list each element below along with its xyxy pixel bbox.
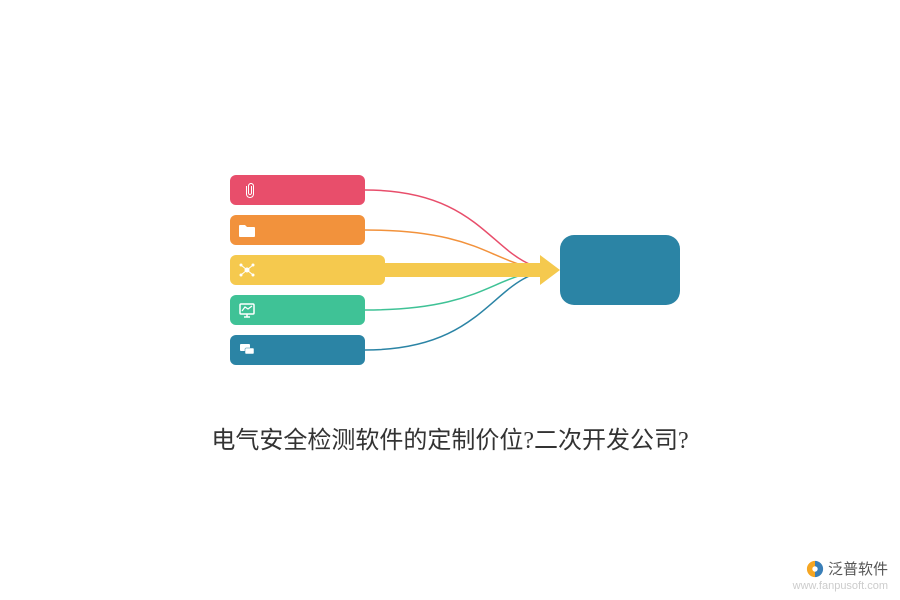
connector-attachment — [365, 190, 558, 270]
source-bar-attachment — [230, 175, 365, 205]
network-icon — [238, 261, 256, 279]
central-arrow — [385, 255, 560, 285]
diagram-container: 电气安全检测软件的定制价位?二次开发公司? 泛普软件 www.fanpusoft… — [0, 0, 900, 600]
connector-presentation — [365, 270, 558, 310]
connector-lines — [0, 0, 900, 600]
source-bar-presentation — [230, 295, 365, 325]
connector-folder — [365, 230, 558, 270]
presentation-icon — [238, 301, 256, 319]
connector-chat — [365, 270, 558, 350]
folder-icon — [238, 221, 256, 239]
source-bar-chat — [230, 335, 365, 365]
chat-icon — [238, 341, 256, 359]
watermark-brand-text: 泛普软件 — [828, 558, 888, 579]
target-box — [560, 235, 680, 305]
watermark: 泛普软件 www.fanpusoft.com — [793, 558, 888, 592]
source-bar-network — [230, 255, 385, 285]
watermark-url: www.fanpusoft.com — [793, 580, 888, 592]
brand-logo-icon — [806, 560, 824, 578]
watermark-brand: 泛普软件 — [793, 558, 888, 579]
source-bar-folder — [230, 215, 365, 245]
paperclip-icon — [238, 181, 256, 199]
caption-text: 电气安全检测软件的定制价位?二次开发公司? — [0, 420, 900, 455]
